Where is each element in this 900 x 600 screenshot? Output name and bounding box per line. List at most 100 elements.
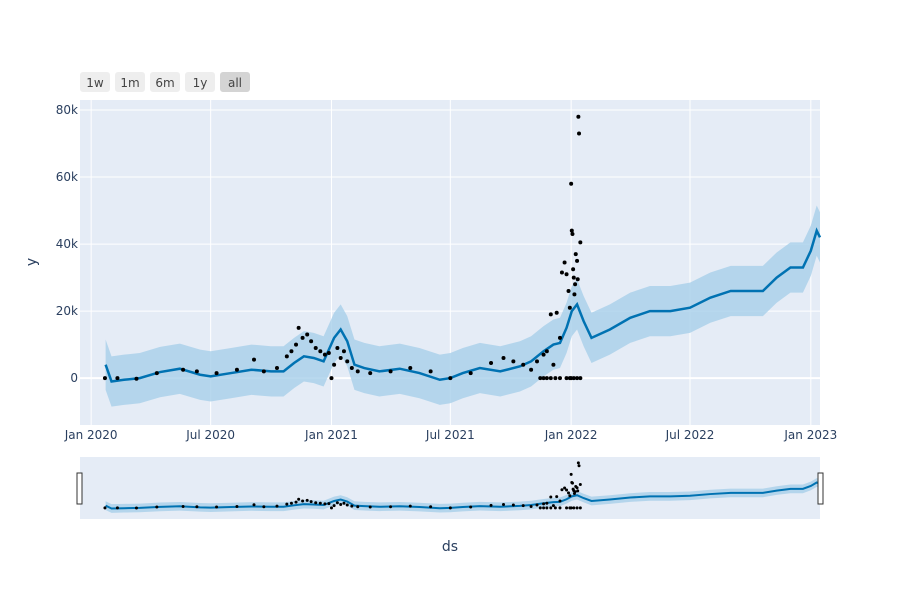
actual-point [576, 114, 581, 119]
actual-point [573, 282, 578, 287]
y-tick-label: 0 [70, 371, 78, 385]
range-button-1y[interactable]: 1y [185, 72, 215, 92]
actual-point [214, 371, 219, 376]
mini-point [342, 501, 346, 505]
mini-point [275, 504, 279, 508]
mini-point [545, 501, 549, 505]
range-slider-right-handle[interactable] [817, 472, 824, 505]
range-button-all[interactable]: all [220, 72, 250, 92]
mini-point [529, 504, 533, 508]
mini-point [429, 505, 433, 509]
actual-point [570, 232, 575, 237]
actual-point [564, 272, 569, 277]
actual-point [313, 345, 318, 350]
actual-point [573, 252, 578, 257]
range-button-1m[interactable]: 1m [115, 72, 145, 92]
mini-point [155, 505, 159, 509]
x-tick-labels: Jan 2020 Jul 2020 Jan 2021 Jul 2021 Jan 2022… [64, 428, 838, 442]
mini-point [558, 506, 562, 510]
mini-point [577, 464, 581, 468]
y-tick-label: 60k [56, 170, 78, 184]
mini-point [323, 502, 327, 506]
actual-point [544, 376, 549, 381]
range-slider-left-handle[interactable] [76, 472, 83, 505]
mini-point [578, 483, 582, 487]
range-button-1w[interactable]: 1w [80, 72, 110, 92]
mini-point [568, 494, 572, 498]
mini-point [549, 495, 553, 499]
actual-point [571, 275, 576, 280]
mini-point [285, 502, 289, 506]
mini-point [356, 505, 360, 509]
actual-point [551, 362, 556, 367]
x-tick-label: Jan 2020 [64, 428, 118, 442]
actual-point [489, 361, 494, 366]
actual-point [102, 376, 107, 381]
actual-point [345, 359, 350, 364]
actual-point [544, 349, 549, 354]
actual-point [194, 369, 199, 374]
mini-point [389, 505, 393, 509]
mini-point [551, 504, 555, 508]
actual-point [535, 359, 540, 364]
actual-point [521, 362, 526, 367]
actual-point [154, 371, 159, 376]
mini-point [235, 504, 239, 508]
mini-point [289, 501, 293, 505]
mini-point [535, 503, 539, 507]
mini-point [335, 501, 339, 505]
actual-point [326, 350, 331, 355]
mini-point [555, 495, 559, 499]
uncertainty-band [105, 205, 821, 407]
mini-point [181, 504, 185, 508]
mini-point [569, 506, 573, 510]
mini-point [573, 490, 577, 494]
actual-point [388, 369, 393, 374]
actual-point [284, 354, 289, 359]
mini-point [570, 481, 574, 485]
mini-point [469, 505, 473, 509]
actual-point [448, 376, 453, 381]
actual-point [548, 312, 553, 317]
x-tick-label: Jan 2021 [304, 428, 358, 442]
actual-point [234, 367, 239, 372]
actual-point [571, 376, 576, 381]
range-button-6m[interactable]: 6m [150, 72, 180, 92]
actual-point [408, 366, 413, 371]
mini-point [309, 500, 313, 504]
mini-point [103, 506, 107, 510]
actual-point [252, 357, 257, 362]
mini-point [339, 502, 343, 506]
actual-point [294, 342, 299, 347]
mini-point [563, 486, 567, 490]
mini-point [215, 505, 219, 509]
actual-point [368, 371, 373, 376]
yhat-line [104, 227, 822, 383]
mini-point [558, 499, 562, 503]
actual-point [557, 376, 562, 381]
actual-point [511, 359, 516, 364]
mini-point [545, 506, 549, 510]
actual-point [572, 292, 577, 297]
mini-point [408, 504, 412, 508]
actual-point [428, 369, 433, 374]
mini-point [542, 506, 546, 510]
actual-point [289, 349, 294, 354]
mini-point [252, 503, 256, 507]
mini-point [521, 504, 525, 508]
actual-point [578, 376, 583, 381]
actual-points [102, 114, 583, 381]
mini-point [542, 502, 546, 506]
actual-point [181, 367, 186, 372]
mini-point [549, 506, 553, 510]
mini-point [448, 506, 452, 510]
actual-point [569, 181, 574, 186]
actual-point [338, 355, 343, 360]
actual-point [349, 366, 354, 371]
actual-point [577, 131, 582, 136]
mini-point [345, 503, 349, 507]
mini-band [105, 478, 821, 513]
mini-point [575, 506, 579, 510]
mini-point [489, 503, 493, 507]
